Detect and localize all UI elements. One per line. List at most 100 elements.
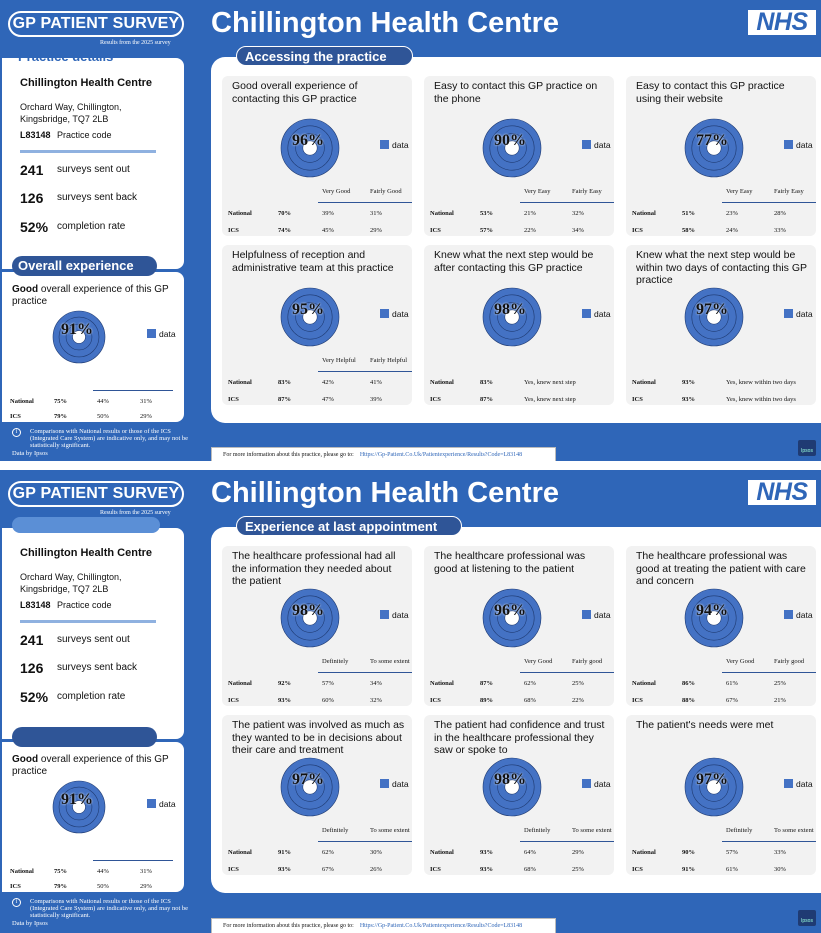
chart-legend: data: [147, 799, 176, 809]
data-by-ipsos: Data by Ipsos: [12, 450, 48, 457]
practice-name: Chillington Health Centre: [20, 77, 152, 89]
chart-legend: data: [582, 779, 611, 789]
row-label: National: [228, 210, 252, 217]
card-question: The patient was involved as much as they…: [232, 719, 405, 756]
question-card: The patient was involved as much as they…: [222, 715, 412, 875]
chart-legend: data: [582, 140, 611, 150]
legend-label: data: [594, 610, 611, 620]
divider: [20, 150, 156, 153]
question-card: Good overall experience of contacting th…: [222, 76, 412, 236]
card-question: Helpfulness of reception and administrat…: [232, 249, 394, 274]
row-value: 22%: [572, 697, 584, 704]
section-heading: Experience at last appointment: [236, 516, 462, 536]
row-total: 75%: [54, 868, 67, 875]
row-value: 28%: [774, 210, 786, 217]
row-value: 25%: [572, 680, 584, 687]
row-label: National: [228, 849, 252, 856]
practice-details-panel: [0, 526, 186, 741]
footer-text: For more information about this practice…: [223, 923, 354, 929]
overall-question-rest: overall experience of this GP practice: [12, 754, 169, 777]
column-header: Fairly Easy: [572, 188, 602, 195]
row-total: 87%: [480, 680, 493, 687]
row-label: National: [632, 680, 656, 687]
row-label: National: [10, 398, 34, 405]
column-header: Fairly Good: [370, 188, 402, 195]
overall-experience-panel: Good overall experience of this GP pract…: [0, 270, 186, 424]
percent-label: 94%: [696, 602, 728, 619]
row-label: ICS: [228, 396, 239, 403]
donut-chart: [52, 780, 106, 834]
donut-chart: [52, 310, 106, 364]
results-link[interactable]: Https://Gp-Patient.Co.Uk/Patientexperien…: [359, 923, 523, 929]
row-label: ICS: [632, 697, 643, 704]
card-question: The patient had confidence and trust in …: [434, 719, 605, 756]
donut-ring: [302, 610, 318, 626]
page-title: Chillington Health Centre: [211, 7, 559, 39]
row-value: 47%: [322, 396, 334, 403]
overall-question-rest: overall experience of this GP practice: [12, 284, 169, 307]
donut-ring: [302, 309, 318, 325]
row-total: 79%: [54, 413, 67, 420]
surveys-sent-back-label: surveys sent back: [57, 192, 138, 203]
card-question: Good overall experience of contacting th…: [232, 80, 358, 105]
legend-swatch: [582, 610, 591, 619]
table-rule: [318, 841, 412, 842]
row-label: ICS: [430, 227, 441, 234]
percent-label: 96%: [292, 132, 324, 149]
row-value: 29%: [140, 883, 152, 890]
practice-code-label: Practice code: [57, 600, 112, 610]
results-link[interactable]: Https://Gp-Patient.Co.Uk/Patientexperien…: [359, 452, 523, 458]
table-rule: [318, 202, 412, 203]
row-value: 68%: [524, 866, 536, 873]
row-value: 60%: [322, 697, 334, 704]
donut-chart: [482, 757, 542, 817]
row-value: 34%: [370, 680, 382, 687]
nhs-logo: NHS: [748, 480, 816, 505]
practice-details-heading: [12, 517, 160, 533]
row-value: 33%: [774, 227, 786, 234]
percent-label: 98%: [494, 771, 526, 788]
completion-rate-value: 52%: [20, 689, 49, 705]
row-label: ICS: [228, 227, 239, 234]
completion-rate-value: 52%: [20, 219, 49, 235]
row-total: 79%: [54, 883, 67, 890]
row-value: Yes, knew within two days: [726, 379, 796, 386]
donut-ring: [706, 779, 722, 795]
chart-legend: data: [582, 309, 611, 319]
footer-text: For more information about this practice…: [223, 452, 354, 458]
donut-ring: [706, 309, 722, 325]
column-header: To some extent: [572, 827, 612, 834]
row-value: 31%: [370, 210, 382, 217]
percent-label: 90%: [494, 132, 526, 149]
card-question: The patient's needs were met: [636, 719, 774, 731]
legend-label: data: [392, 779, 409, 789]
row-value: 50%: [97, 413, 109, 420]
legend-label: data: [796, 610, 813, 620]
row-label: National: [430, 849, 454, 856]
column-header: Fairly Easy: [774, 188, 804, 195]
surveys-sent-back-label: surveys sent back: [57, 662, 138, 673]
overall-question-bold: Good: [12, 754, 39, 765]
donut-ring: [504, 779, 520, 795]
survey-year-note: Results from the 2025 survey: [100, 40, 171, 46]
row-label: ICS: [10, 883, 21, 890]
report-page-1: GP PATIENT SURVEY Results from the 2025 …: [0, 0, 821, 461]
legend-swatch: [380, 140, 389, 149]
question-card: The patient had confidence and trust in …: [424, 715, 614, 875]
column-header: Very Easy: [524, 188, 551, 195]
row-value: 57%: [322, 680, 334, 687]
donut-ring: [72, 800, 86, 814]
chart-legend: data: [380, 779, 409, 789]
row-label: ICS: [632, 227, 643, 234]
row-value: 25%: [774, 680, 786, 687]
row-value: 41%: [370, 379, 382, 386]
legend-label: data: [392, 610, 409, 620]
donut-chart: [684, 588, 744, 648]
surveys-sent-out-label: surveys sent out: [57, 164, 130, 175]
gp-survey-logo: GP PATIENT SURVEY: [8, 11, 184, 37]
donut-chart: [280, 287, 340, 347]
donut-ring: [504, 309, 520, 325]
legend-label: data: [392, 309, 409, 319]
column-header: Definitely: [322, 658, 349, 665]
row-label: National: [10, 868, 34, 875]
